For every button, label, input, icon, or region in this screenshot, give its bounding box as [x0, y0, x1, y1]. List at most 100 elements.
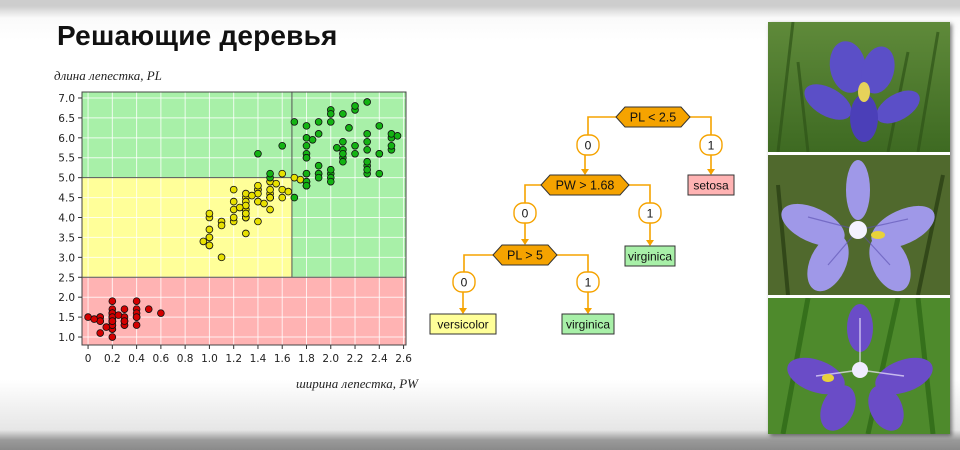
region-setosa [82, 277, 406, 345]
tree-edge-node: 1 [638, 202, 662, 224]
tree-split-node: PL < 2.5 [615, 106, 691, 128]
data-point-series-0 [90, 315, 98, 323]
data-point-series-1 [242, 209, 250, 218]
y-tick-label: 3.0 [58, 252, 75, 264]
data-point-series-1 [278, 169, 287, 178]
data-point-series-0 [108, 333, 117, 341]
tree-leaf-node: setosa [687, 174, 735, 196]
iris-virginica-photo [768, 298, 950, 434]
y-tick-label: 7.0 [58, 93, 75, 105]
data-point-series-2 [314, 130, 323, 138]
data-point-series-0 [132, 313, 141, 321]
data-point-series-1 [205, 233, 214, 242]
data-point-series-2 [351, 141, 359, 150]
data-point-series-2 [326, 165, 335, 174]
iris-versicolor-photo [768, 155, 950, 295]
tree-node-label: 0 [522, 207, 529, 221]
data-point-series-1 [266, 205, 274, 214]
x-tick-label: 1.0 [201, 353, 218, 365]
decision-tree: PL < 2.5 0 1 setosa PW > 1.68 0 1 virginica PL >… [429, 106, 735, 335]
data-point-series-2 [339, 138, 347, 146]
tree-node-label: PL < 2.5 [630, 111, 676, 125]
data-point-series-1 [266, 185, 274, 194]
data-point-series-0 [132, 321, 141, 329]
x-tick-label: 0.6 [153, 353, 170, 365]
data-point-series-2 [363, 130, 371, 138]
data-point-series-2 [351, 149, 359, 158]
y-tick-label: 3.5 [58, 232, 75, 244]
tree-split-node: PL > 5 [492, 244, 558, 266]
data-point-series-2 [266, 169, 274, 178]
data-point-series-2 [393, 132, 402, 140]
data-point-series-2 [326, 177, 335, 186]
data-point-series-2 [375, 149, 384, 158]
data-point-series-1 [229, 213, 238, 222]
data-point-series-1 [205, 225, 214, 234]
tree-leaf-node: virginica [624, 245, 676, 267]
y-tick-label: 5.0 [58, 173, 75, 185]
data-point-series-0 [144, 305, 153, 313]
tree-edge-node: 0 [513, 202, 537, 224]
data-point-series-2 [375, 169, 384, 178]
x-tick-label: 2.2 [347, 353, 364, 365]
x-tick-label: 0.2 [104, 353, 121, 365]
y-tick-label: 1.5 [58, 312, 75, 324]
data-point-series-2 [363, 98, 371, 106]
data-point-series-0 [108, 297, 117, 305]
x-tick-label: 2.4 [371, 353, 388, 365]
data-point-series-2 [326, 110, 335, 118]
data-point-series-2 [339, 157, 347, 166]
x-tick-label: 1.8 [298, 353, 315, 365]
tree-leaf-node: virginica [561, 313, 615, 335]
data-point-series-1 [260, 199, 268, 208]
x-tick-label: 1.6 [274, 353, 291, 365]
tree-node-label: PL > 5 [507, 249, 543, 263]
data-point-series-2 [290, 118, 299, 126]
data-point-series-0 [96, 329, 105, 337]
iris-setosa-photo [768, 22, 950, 152]
data-point-series-0 [114, 311, 123, 319]
data-point-series-1 [266, 193, 274, 202]
data-point-series-1 [199, 237, 208, 246]
y-tick-label: 1.0 [58, 332, 75, 344]
data-point-series-0 [132, 297, 141, 305]
tree-node-label: 0 [585, 139, 592, 153]
data-point-series-2 [302, 122, 311, 130]
data-point-series-2 [326, 118, 335, 126]
data-point-series-2 [387, 141, 396, 150]
data-point-series-2 [302, 169, 311, 178]
tree-node-label: 1 [647, 207, 654, 221]
x-tick-label: 2.0 [322, 353, 339, 365]
data-point-series-1 [254, 181, 262, 190]
tree-leaf-node: versicolor [429, 313, 497, 335]
data-point-series-2 [314, 118, 323, 126]
x-tick-label: 0.4 [128, 353, 145, 365]
data-point-series-1 [217, 253, 226, 262]
data-point-series-2 [363, 165, 371, 174]
data-point-series-0 [102, 323, 111, 331]
data-point-series-1 [284, 187, 293, 196]
data-point-series-1 [205, 209, 214, 218]
plot-frame [81, 91, 407, 346]
data-point-series-0 [108, 317, 117, 325]
data-point-series-2 [375, 122, 384, 130]
iris-photos [768, 22, 950, 434]
tree-edge-node: 0 [452, 271, 476, 293]
tree-edge-node: 1 [699, 134, 723, 156]
data-point-series-1 [205, 241, 214, 250]
tree-node-label: virginica [566, 318, 610, 332]
x-tick-label: 2.6 [395, 353, 412, 365]
tree-node-label: setosa [693, 179, 729, 193]
y-axis-label: длина лепестка, PL [54, 68, 162, 83]
data-point-series-2 [351, 102, 359, 110]
iris-scatter-chart: 0 0.2 0.4 0.6 0.8 1.0 1.2 1.4 1.6 1.8 2.0 2.2 2.4 2.6… [54, 68, 419, 391]
tree-node-label: 1 [708, 139, 715, 153]
y-tick-label: 5.5 [58, 153, 75, 165]
y-tick-label: 4.0 [58, 213, 75, 225]
data-point-series-2 [314, 161, 323, 170]
tree-node-label: 0 [461, 276, 468, 290]
tree-node-label: PW > 1.68 [556, 179, 615, 193]
data-point-series-0 [120, 305, 129, 313]
data-point-series-2 [363, 157, 371, 166]
x-tick-label: 1.2 [225, 353, 242, 365]
